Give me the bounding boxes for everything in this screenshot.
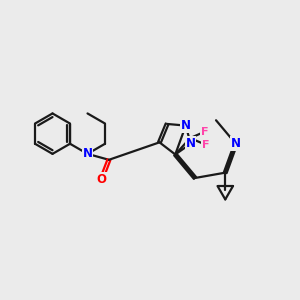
Text: O: O [97, 172, 106, 186]
Text: N: N [186, 137, 196, 150]
Text: F: F [202, 140, 209, 150]
Text: F: F [201, 127, 209, 136]
Text: N: N [181, 119, 191, 132]
Text: N: N [231, 137, 241, 150]
Text: N: N [82, 147, 92, 161]
